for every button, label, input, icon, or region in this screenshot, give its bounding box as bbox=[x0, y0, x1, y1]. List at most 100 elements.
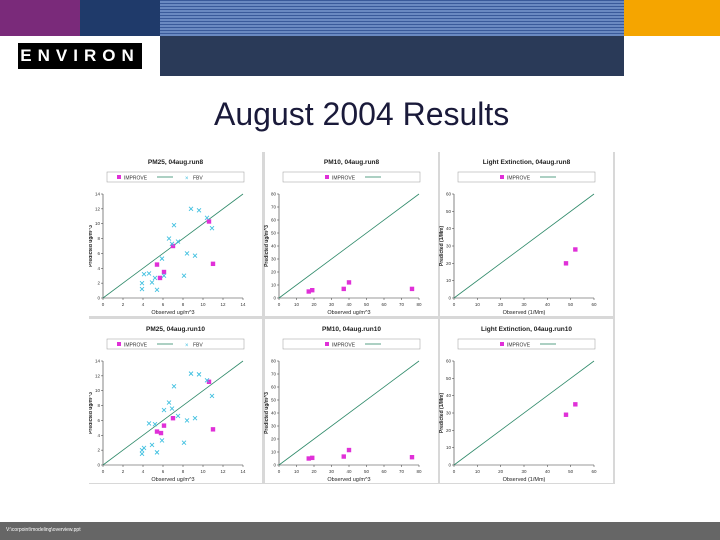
y-tick-label: 20 bbox=[446, 261, 452, 266]
x-tick-label: 0 bbox=[453, 469, 456, 474]
y-axis-label: Predicted ug/m^3 bbox=[264, 225, 270, 267]
chart-grid: PM25, 04aug.run8 IMPROVE × FBV 0 2 4 6 8 10 12 14 0 2… bbox=[88, 152, 615, 484]
x-tick-label: 50 bbox=[568, 302, 574, 307]
y-tick-label: 20 bbox=[271, 270, 277, 275]
y-tick-label: 50 bbox=[446, 209, 452, 214]
fbv-point bbox=[141, 445, 147, 451]
y-tick-label: 80 bbox=[271, 192, 277, 197]
fbv-point bbox=[139, 286, 145, 292]
chart-panel-3: Light Extinction, 04aug.run8 IMPROVE 0 10 20… bbox=[439, 152, 613, 316]
chart-legend: IMPROVE bbox=[457, 338, 596, 350]
y-tick-label: 4 bbox=[97, 266, 100, 271]
x-tick-label: 12 bbox=[220, 469, 226, 474]
y-tick-label: 12 bbox=[95, 373, 101, 378]
fbv-point-stroke bbox=[188, 371, 194, 376]
legend-fbv-label: FBV bbox=[193, 343, 203, 349]
y-tick-label: 80 bbox=[271, 359, 277, 364]
x-tick-label: 4 bbox=[142, 469, 145, 474]
fbv-point-stroke bbox=[184, 418, 190, 423]
fbv-point-stroke bbox=[154, 450, 160, 455]
fbv-point bbox=[171, 383, 177, 389]
fbv-point-stroke bbox=[192, 415, 198, 421]
chart-title: Light Extinction, 04aug.run10 bbox=[481, 326, 572, 333]
y-tick-label: 14 bbox=[95, 192, 101, 197]
x-tick-label: 0 bbox=[102, 469, 105, 474]
y-tick-label: 40 bbox=[271, 244, 277, 249]
legend-improve-marker bbox=[117, 175, 121, 179]
x-tick-label: 80 bbox=[416, 302, 422, 307]
y-axis-label: Predicted ug/m^3 bbox=[89, 392, 94, 434]
x-tick-label: 0 bbox=[278, 469, 281, 474]
fbv-point-stroke bbox=[139, 451, 145, 457]
x-tick-label: 60 bbox=[381, 302, 387, 307]
y-tick-label: 10 bbox=[446, 445, 452, 450]
fbv-point bbox=[181, 273, 187, 279]
y-tick-label: 4 bbox=[97, 433, 100, 438]
fbv-point-stroke bbox=[139, 286, 145, 292]
legend-improve-label: IMPROVE bbox=[332, 343, 356, 349]
fbv-point-stroke bbox=[161, 273, 167, 279]
chart-panel-4: PM25, 04aug.run10 IMPROVE × FBV 0 2 4 6 8 10 12 14 0… bbox=[88, 319, 262, 483]
fbv-point bbox=[146, 271, 152, 276]
y-tick-label: 50 bbox=[271, 231, 277, 236]
chart-grid-svg: PM25, 04aug.run8 IMPROVE × FBV 0 2 4 6 8 10 12 14 0 2… bbox=[88, 152, 613, 483]
improve-point bbox=[161, 269, 167, 275]
fbv-point bbox=[149, 280, 155, 285]
fbv-point bbox=[154, 287, 160, 293]
fbv-point bbox=[161, 273, 167, 279]
x-axis-label: Observed (1/Mm) bbox=[503, 310, 546, 316]
y-tick-label: 0 bbox=[448, 463, 451, 468]
y-tick-label: 60 bbox=[271, 218, 277, 223]
y-tick-label: 30 bbox=[446, 244, 452, 249]
x-tick-label: 50 bbox=[568, 469, 574, 474]
improve-point bbox=[341, 286, 346, 292]
x-tick-label: 50 bbox=[364, 469, 370, 474]
improve-point bbox=[563, 261, 569, 266]
x-tick-label: 40 bbox=[545, 302, 551, 307]
improve-point bbox=[210, 261, 216, 267]
x-axis-label: Observed (1/Mm) bbox=[503, 477, 546, 483]
y-tick-label: 0 bbox=[448, 296, 451, 301]
y-tick-label: 20 bbox=[446, 428, 452, 433]
fbv-point-stroke bbox=[141, 445, 147, 451]
fbv-point-stroke bbox=[171, 222, 177, 228]
improve-point bbox=[158, 430, 164, 436]
improve-point bbox=[310, 288, 315, 293]
improve-point bbox=[409, 286, 415, 292]
y-tick-label: 70 bbox=[271, 205, 277, 210]
improve-point bbox=[157, 275, 163, 281]
chart-panel-2: PM10, 04aug.run8 IMPROVE 0 10 20 30 40 50 60 70 80… bbox=[264, 152, 438, 316]
fbv-point bbox=[152, 421, 158, 427]
fbv-point bbox=[181, 440, 187, 446]
x-tick-label: 20 bbox=[311, 469, 317, 474]
fbv-point bbox=[169, 406, 175, 411]
y-tick-label: 40 bbox=[446, 393, 452, 398]
y-tick-label: 50 bbox=[446, 376, 452, 381]
x-tick-label: 10 bbox=[294, 302, 300, 307]
y-axis-label: Predicted (1/Mm) bbox=[439, 226, 445, 267]
footer-path: V:\corpoint\modeling\overview.ppt bbox=[6, 527, 81, 533]
legend-fbv-marker: × bbox=[185, 176, 189, 182]
header-purple-block bbox=[0, 0, 80, 36]
fbv-point bbox=[152, 275, 158, 281]
fbv-point-stroke bbox=[175, 239, 181, 244]
y-tick-label: 6 bbox=[97, 418, 100, 423]
x-tick-label: 60 bbox=[591, 469, 597, 474]
legend-improve-marker bbox=[325, 175, 329, 179]
improve-point bbox=[154, 262, 160, 267]
improve-point bbox=[341, 454, 346, 459]
fbv-point-stroke bbox=[149, 442, 155, 448]
improve-point bbox=[210, 427, 216, 432]
legend-improve-marker bbox=[117, 342, 121, 346]
fbv-point bbox=[192, 253, 198, 258]
chart-panel-6: Light Extinction, 04aug.run10 IMPROVE 0 10 2… bbox=[439, 319, 613, 483]
x-tick-label: 10 bbox=[475, 302, 481, 307]
improve-point bbox=[154, 429, 160, 434]
y-tick-label: 2 bbox=[97, 281, 100, 286]
footer-bar bbox=[0, 522, 720, 540]
x-tick-label: 30 bbox=[329, 469, 335, 474]
y-tick-label: 6 bbox=[97, 251, 100, 256]
legend-improve-marker bbox=[325, 342, 329, 346]
x-tick-label: 2 bbox=[122, 302, 125, 307]
fbv-point-stroke bbox=[196, 208, 202, 213]
